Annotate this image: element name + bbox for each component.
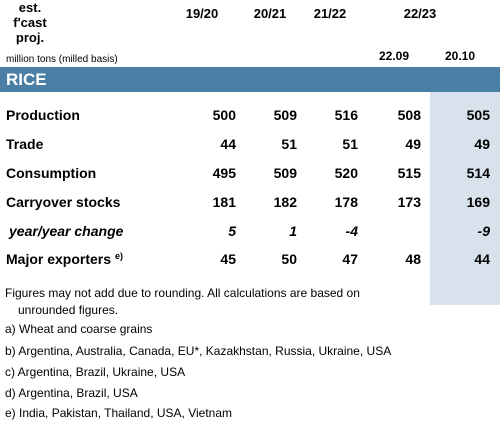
header-col-21-22: 21/22 bbox=[313, 6, 347, 21]
cell-exporters-20-21: 50 bbox=[281, 251, 297, 267]
header-col-19-20: 19/20 bbox=[185, 6, 219, 21]
cell-trade-21-22: 51 bbox=[342, 136, 358, 152]
header-sub-est: est. bbox=[18, 0, 42, 15]
cell-consumption-19-20: 495 bbox=[212, 165, 236, 181]
header-sub-22-09: 22.09 bbox=[378, 49, 410, 63]
cell-production-22-09: 508 bbox=[397, 107, 421, 123]
cell-carryover-20-21: 182 bbox=[273, 194, 297, 210]
cell-exporters-20-10: 44 bbox=[474, 251, 490, 267]
header-sub-fcast: f'cast bbox=[13, 15, 47, 30]
cell-trade-20-10: 49 bbox=[474, 136, 490, 152]
footnote-a: a) Wheat and coarse grains bbox=[5, 322, 153, 336]
cell-carryover-20-10: 169 bbox=[466, 194, 490, 210]
header-sub-proj: proj. bbox=[15, 30, 45, 45]
cell-change-21-22: -4 bbox=[345, 223, 358, 239]
cell-production-20-10: 505 bbox=[466, 107, 490, 123]
section-title: RICE bbox=[6, 70, 47, 89]
footnote-rounding-cont: unrounded figures. bbox=[18, 303, 119, 317]
cell-consumption-22-09: 515 bbox=[397, 165, 421, 181]
cell-production-19-20: 500 bbox=[212, 107, 236, 123]
header-col-20-21: 20/21 bbox=[253, 6, 287, 21]
cell-production-20-21: 509 bbox=[273, 107, 297, 123]
cell-carryover-19-20: 181 bbox=[212, 194, 236, 210]
cell-carryover-21-22: 178 bbox=[334, 194, 358, 210]
header-sub-20-10: 20.10 bbox=[444, 49, 476, 63]
header-col-22-23: 22/23 bbox=[403, 6, 437, 21]
cell-exporters-22-09: 48 bbox=[405, 251, 421, 267]
footnote-e: e) India, Pakistan, Thailand, USA, Vietn… bbox=[5, 406, 233, 420]
row-label-production: Production bbox=[6, 107, 80, 123]
cell-trade-20-21: 51 bbox=[281, 136, 297, 152]
cell-exporters-19-20: 45 bbox=[220, 251, 236, 267]
cell-trade-19-20: 44 bbox=[220, 136, 236, 152]
footnote-c: c) Argentina, Brazil, Ukraine, USA bbox=[5, 365, 186, 379]
cell-trade-22-09: 49 bbox=[405, 136, 421, 152]
cell-consumption-20-21: 509 bbox=[273, 165, 297, 181]
cell-exporters-21-22: 47 bbox=[342, 251, 358, 267]
cell-change-19-20: 5 bbox=[228, 223, 236, 239]
row-label-trade: Trade bbox=[6, 136, 44, 152]
row-label-carryover-stocks: Carryover stocks bbox=[6, 194, 121, 210]
cell-carryover-22-09: 173 bbox=[397, 194, 421, 210]
footnote-rounding: Figures may not add due to rounding. All… bbox=[5, 286, 360, 300]
cell-production-21-22: 516 bbox=[334, 107, 358, 123]
footnote-d: d) Argentina, Brazil, USA bbox=[5, 386, 138, 400]
cell-consumption-20-10: 514 bbox=[466, 165, 490, 181]
row-label-major-exporters: Major exporters e) bbox=[6, 251, 123, 267]
major-exporters-footnote: e) bbox=[114, 251, 123, 261]
cell-consumption-21-22: 520 bbox=[334, 165, 358, 181]
latest-column-shade bbox=[430, 92, 500, 305]
major-exporters-text: Major exporters bbox=[6, 251, 112, 267]
row-label-consumption: Consumption bbox=[6, 165, 97, 181]
cell-change-20-21: 1 bbox=[289, 223, 297, 239]
footnote-b: b) Argentina, Australia, Canada, EU*, Ka… bbox=[5, 344, 392, 358]
cell-change-20-10: -9 bbox=[477, 223, 490, 239]
section-band bbox=[0, 67, 500, 92]
units-label: million tons (milled basis) bbox=[6, 54, 118, 65]
row-label-year-change: year/year change bbox=[9, 223, 124, 239]
